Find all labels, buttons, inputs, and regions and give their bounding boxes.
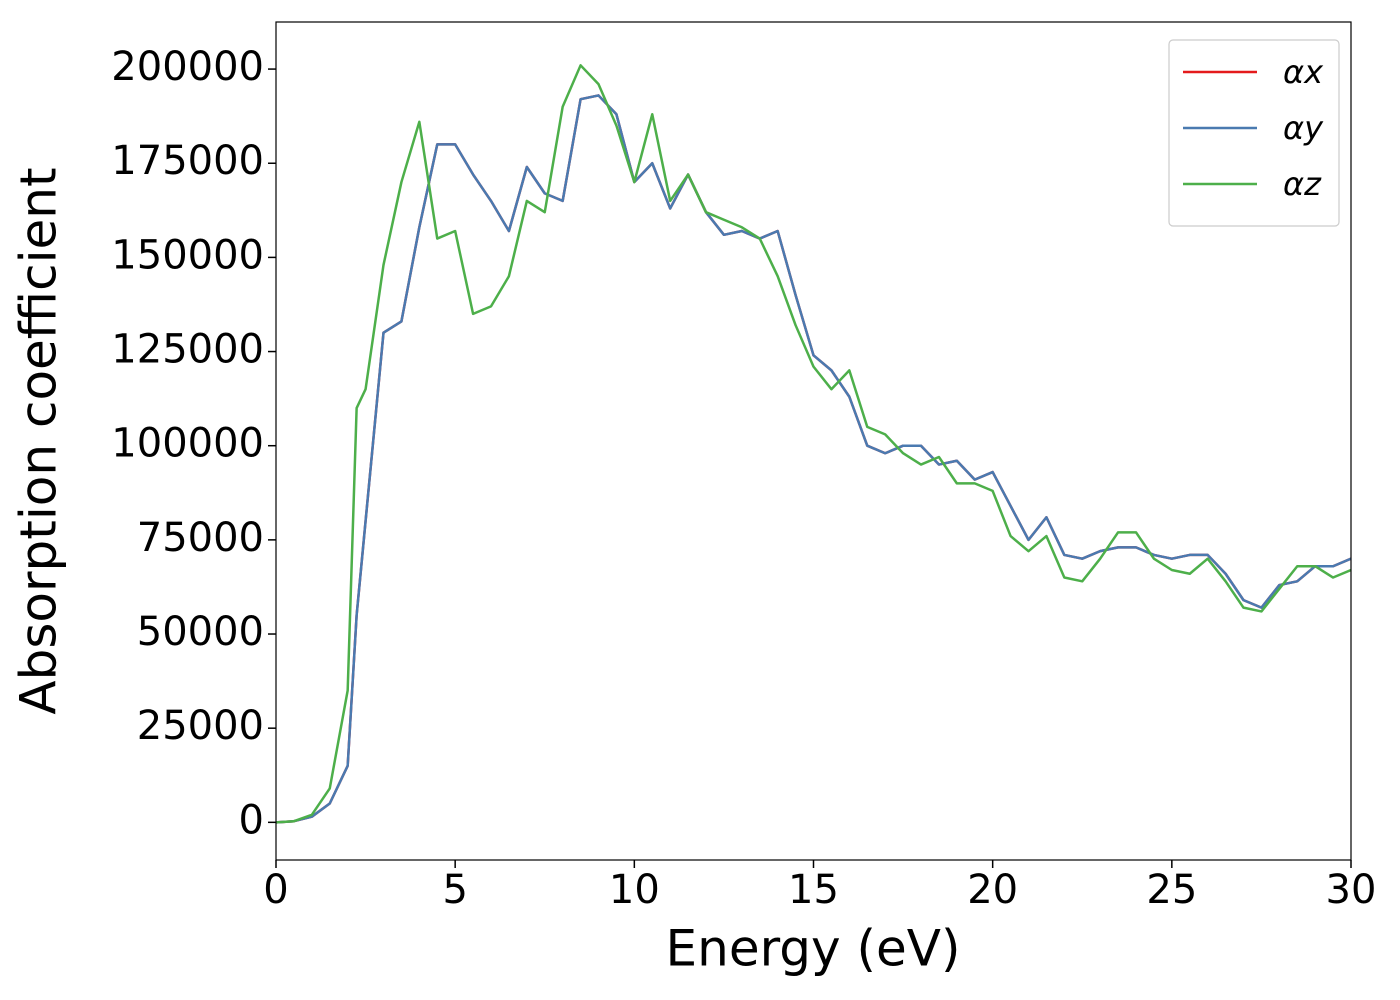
y-tick-label: 125000 <box>111 327 264 373</box>
x-tick-label: 10 <box>609 867 660 913</box>
x-tick-label: 5 <box>442 867 467 913</box>
y-tick-label: 75000 <box>137 515 264 561</box>
x-tick-label: 25 <box>1146 867 1197 913</box>
legend-label: αy <box>1283 109 1324 147</box>
y-tick-label: 100000 <box>111 421 264 467</box>
legend-box <box>1168 39 1340 227</box>
y-tick-label: 25000 <box>137 703 264 749</box>
data-line <box>276 64 1351 824</box>
y-tick-label: 150000 <box>111 232 264 278</box>
data-line <box>276 94 1351 824</box>
x-tick-label: 30 <box>1326 867 1377 913</box>
x-axis-label: Energy (eV) <box>666 920 961 978</box>
y-tick-label: 175000 <box>111 138 264 184</box>
y-axis-label: Absorption coefficient <box>10 167 68 714</box>
x-tick-label: 15 <box>788 867 839 913</box>
x-tick-label: 0 <box>263 867 288 913</box>
y-tick-label: 50000 <box>137 609 264 655</box>
legend-label: αz <box>1283 165 1322 203</box>
plot-frame <box>275 21 1352 861</box>
legend-label: αx <box>1283 53 1324 91</box>
y-tick-label: 0 <box>239 797 264 843</box>
x-tick-label: 20 <box>967 867 1018 913</box>
y-tick-label: 200000 <box>111 44 264 90</box>
